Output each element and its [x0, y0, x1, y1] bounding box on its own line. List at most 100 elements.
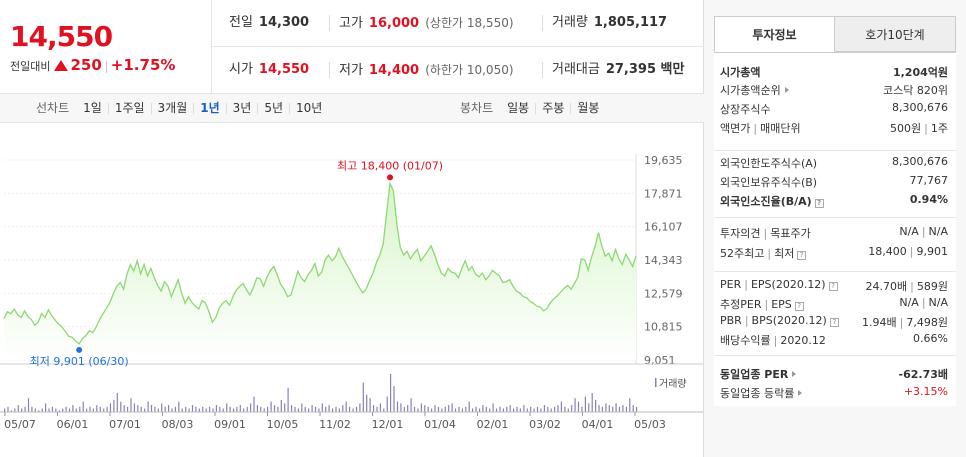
unit-label: 매매단위	[760, 122, 801, 135]
volume-bar	[465, 406, 467, 412]
tab-5y[interactable]: 5년	[257, 102, 289, 114]
volume-bar	[605, 403, 607, 412]
x-tick-label: 09/01	[214, 418, 246, 431]
volume-bar	[328, 405, 330, 412]
tab-1w[interactable]: 1주일	[107, 102, 151, 114]
divider	[105, 60, 107, 73]
tab-daily[interactable]: 일봉	[507, 101, 530, 115]
x-tick-label: 04/01	[582, 418, 614, 431]
volume-bar	[332, 408, 334, 412]
arrow-right-icon[interactable]	[792, 371, 797, 377]
prev-close-value: 14,300	[258, 15, 310, 30]
market-cap-label: 시가총액	[720, 66, 761, 79]
volume-bar	[359, 403, 361, 412]
bps-label: BPS	[751, 314, 773, 327]
volume-label: 거래량	[552, 15, 588, 30]
sector-rate-label: 동일업종 등락률	[720, 387, 795, 400]
volume-value: 1,805,117	[593, 15, 668, 30]
arrow-right-icon[interactable]	[798, 390, 803, 396]
volume-bar	[325, 406, 327, 412]
volume-bar	[75, 408, 77, 412]
volume-bar	[564, 406, 566, 412]
help-icon[interactable]: ?	[814, 199, 824, 208]
volume-bar	[212, 408, 214, 412]
open-price: 시가 14,550	[229, 47, 309, 93]
x-tick-label: 12/01	[372, 418, 404, 431]
volume-bar	[636, 406, 638, 412]
volume-bar	[287, 387, 289, 412]
volume-bar	[342, 405, 344, 412]
volume-bar	[376, 406, 378, 412]
volume-bar	[236, 406, 238, 412]
sector-per-value: -62.73배	[898, 368, 948, 381]
volume-bar	[161, 403, 163, 412]
volume-bar	[461, 408, 463, 412]
quote-table: 전일 14,300 고가 16,000 (상한가 18,550) 거래량 1,805,…	[212, 0, 704, 94]
tab-3y[interactable]: 3년	[225, 102, 258, 114]
foreign-limit-value: 8,300,676	[892, 155, 948, 168]
volume-bar	[308, 408, 310, 412]
volume-bar	[373, 405, 375, 412]
help-icon[interactable]: ?	[797, 251, 807, 260]
volume-bar	[403, 406, 405, 412]
volume-bar	[567, 408, 569, 412]
foreign-hold-value: 77,767	[909, 174, 949, 187]
per-label: PER	[720, 278, 742, 291]
volume-bar	[318, 408, 320, 412]
volume-bar	[598, 405, 600, 412]
y-tick-label: 12,579	[644, 287, 683, 300]
tab-weekly[interactable]: 주봉	[535, 102, 570, 114]
volume-bar	[270, 401, 272, 412]
help-icon[interactable]: ?	[829, 318, 839, 327]
volume-bar	[157, 408, 159, 412]
volume-bar	[383, 408, 385, 412]
volume-bar	[229, 406, 231, 412]
x-tick-label: 07/01	[109, 418, 141, 431]
open-value: 14,550	[258, 62, 310, 77]
foreign-ratio-label: 외국인소진율(B/A)	[720, 195, 812, 208]
volume-bar	[509, 405, 511, 412]
cap-rank-label: 시가총액순위	[720, 84, 781, 97]
tab-10y[interactable]: 10년	[289, 102, 328, 114]
tab-investment-info[interactable]: 투자정보	[714, 16, 835, 52]
change-label: 전일대비	[10, 60, 51, 73]
volume-bar	[550, 408, 552, 412]
volume-bar	[632, 405, 634, 412]
volume-bar	[79, 406, 81, 412]
volume-bar	[427, 406, 429, 412]
line-chart-label: 선차트	[36, 101, 70, 115]
par-label: 액면가	[720, 122, 751, 135]
tab-monthly[interactable]: 월봉	[570, 102, 605, 114]
volume-bar	[557, 405, 559, 412]
volume-bar	[14, 408, 16, 412]
tab-order-book[interactable]: 호가10단계	[835, 16, 956, 52]
volume-bar	[451, 403, 453, 412]
volume-bar	[284, 403, 286, 412]
arrow-right-icon[interactable]	[784, 87, 789, 93]
price-change: 전일대비 250 +1.75%	[10, 56, 175, 74]
help-icon[interactable]: ?	[828, 282, 838, 291]
volume-bar	[454, 408, 457, 412]
tab-1y[interactable]: 1년	[193, 102, 225, 114]
volume-bar	[396, 401, 399, 412]
investment-info-panel: 투자정보 호가10단계 시가총액 1,204억원 시가총액순위 코스닥 820위 상…	[704, 0, 966, 457]
tab-1d[interactable]: 1일	[83, 101, 102, 115]
low-value: 14,400	[368, 63, 420, 78]
volume-bar	[55, 408, 57, 412]
est-eps-value: N/A	[928, 296, 948, 309]
volume-bar	[4, 408, 6, 412]
volume-bar	[171, 408, 173, 412]
volume-bar	[58, 410, 60, 412]
est-per-label: 추정PER	[720, 298, 762, 311]
x-tick-label: 05/07	[4, 418, 36, 431]
current-price-box: 14,550 전일대비 250 +1.75%	[0, 0, 212, 94]
volume-bar	[10, 410, 12, 412]
volume-bar	[355, 406, 358, 412]
dividend-year: 2020.12	[780, 334, 826, 347]
volume-bar	[482, 405, 484, 412]
unit-value: 1주	[930, 122, 948, 135]
help-icon[interactable]: ?	[794, 302, 804, 311]
valuation-group: PER | EPS(2020.12)? 24.70배 | 589원 추정PER | EPS? N…	[714, 272, 956, 356]
volume-bar	[260, 406, 262, 412]
tab-3m[interactable]: 3개월	[150, 102, 194, 114]
